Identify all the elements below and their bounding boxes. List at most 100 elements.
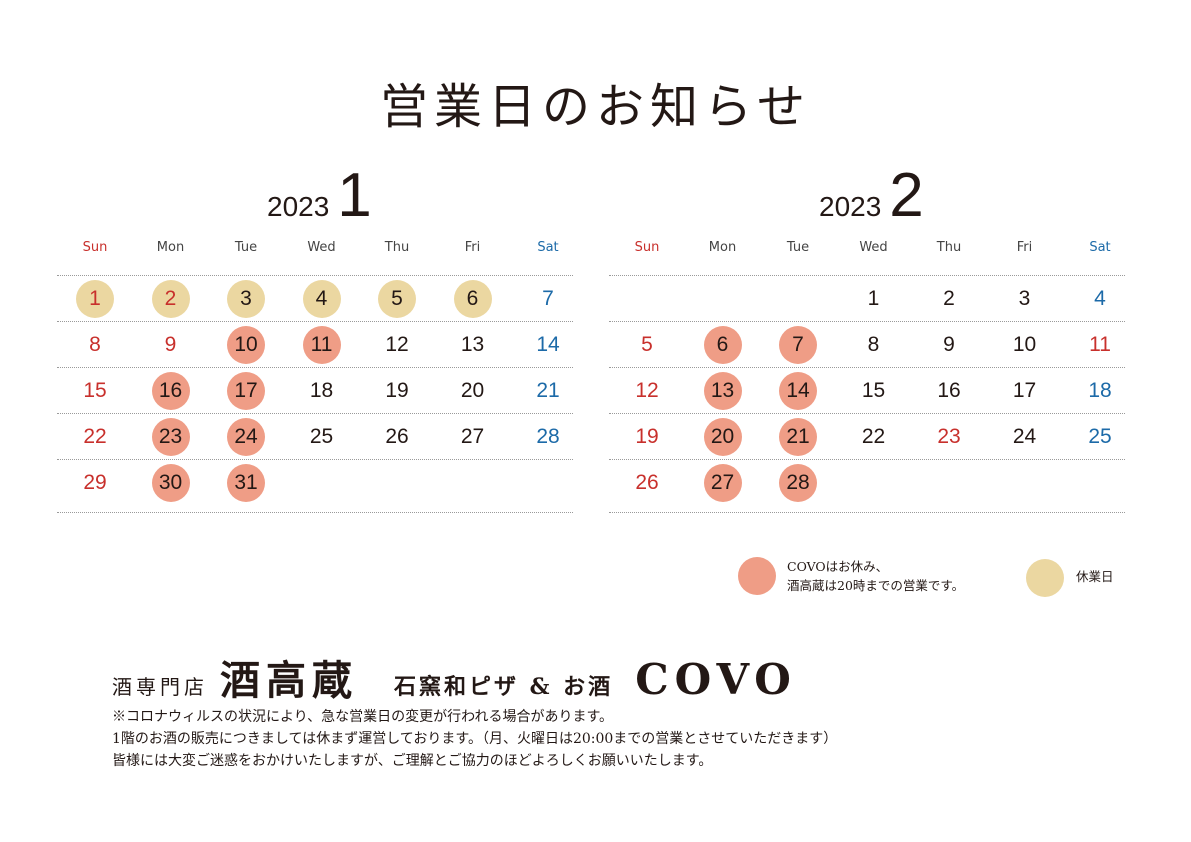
weekday-wed: Wed — [307, 240, 336, 255]
day-cell: 22 — [861, 425, 886, 448]
day-cell-closed: 31 — [227, 464, 265, 502]
month-number: 2 — [889, 161, 924, 230]
week-row: 29 30 31 — [57, 459, 573, 513]
store-type: 酒専門店 — [112, 675, 208, 699]
weekday-mon: Mon — [156, 240, 185, 255]
day-cell: 24 — [1012, 425, 1037, 448]
day-cell: 23 — [937, 425, 961, 448]
day-cell-holiday: 4 — [302, 280, 341, 318]
weekday-fri: Fri — [1016, 240, 1033, 255]
day-cell-closed: 27 — [703, 464, 742, 502]
day-cell-closed: 10 — [227, 326, 265, 364]
notice-line-1: ※コロナウィルスの状況により、急な営業日の変更が行われる場合があります。 — [112, 709, 614, 725]
weekday-tue: Tue — [786, 240, 810, 255]
legend-closed-line1: COVOはお休み、 — [787, 559, 889, 574]
day-cell: 18 — [309, 379, 334, 402]
day-cell: 18 — [1088, 379, 1112, 402]
week-row: 15 16 17 18 19 20 21 — [57, 367, 573, 413]
calendar-grid: 1 2 3 4 5 6 7 8 9 10 11 12 13 14 15 16 17 18 19 20 21 22 23 24 2… — [57, 275, 573, 513]
shop-names: 酒専門店 酒高蔵 石窯和ピザ & お酒 COVO — [112, 648, 797, 704]
day-cell: 19 — [635, 425, 659, 448]
weekday-sun: Sun — [634, 240, 660, 255]
week-row: 8 9 10 11 12 13 14 — [57, 321, 573, 367]
month-heading: 2023 1 — [267, 160, 372, 230]
store-name: 酒高蔵 — [220, 657, 358, 704]
weekday-header: Sun Mon Tue Wed Thu Fri Sat — [57, 240, 573, 260]
week-row: 12 13 14 15 16 17 18 — [609, 367, 1125, 413]
page-title: 営業日のお知らせ — [379, 79, 812, 135]
day-cell-holiday: 1 — [76, 280, 114, 318]
day-cell: 5 — [641, 333, 653, 356]
day-cell: 19 — [385, 379, 409, 402]
day-cell: 27 — [460, 425, 485, 448]
day-cell: 29 — [83, 471, 107, 494]
calendar-grid: 1 2 3 4 5 6 7 8 9 10 11 12 13 14 15 16 17 18 19 20 21 22 23 24 2… — [609, 275, 1125, 513]
day-cell-closed: 14 — [779, 372, 817, 410]
pizza-label: 石窯和ピザ & お酒 — [394, 674, 614, 700]
weekday-tue: Tue — [234, 240, 258, 255]
week-row: 22 23 24 25 26 27 28 — [57, 413, 573, 459]
day-cell-closed: 16 — [151, 372, 190, 410]
day-cell: 12 — [635, 379, 659, 402]
legend-holiday-swatch — [1026, 559, 1064, 597]
day-cell-closed: 11 — [302, 326, 341, 364]
day-cell-closed: 17 — [227, 372, 265, 410]
day-cell-closed: 6 — [703, 326, 742, 364]
day-cell: 2 — [943, 287, 955, 310]
day-cell: 25 — [309, 425, 334, 448]
day-cell-closed: 13 — [703, 372, 742, 410]
weekday-sat: Sat — [1089, 240, 1111, 255]
month-number: 1 — [337, 161, 372, 230]
day-cell: 17 — [1012, 379, 1037, 402]
month-heading: 2023 2 — [819, 160, 924, 230]
day-cell-closed: 21 — [779, 418, 817, 456]
week-row: 19 20 21 22 23 24 25 — [609, 413, 1125, 459]
day-cell: 21 — [536, 379, 560, 402]
day-cell: 14 — [536, 333, 560, 356]
day-cell: 16 — [937, 379, 961, 402]
year-label: 2023 — [819, 191, 882, 222]
day-cell: 9 — [164, 333, 177, 356]
day-cell: 9 — [943, 333, 955, 356]
day-cell: 10 — [1012, 333, 1037, 356]
weekday-thu: Thu — [936, 240, 962, 255]
day-cell-closed: 30 — [151, 464, 190, 502]
day-cell: 15 — [83, 379, 107, 402]
day-cell: 26 — [385, 425, 409, 448]
weekday-sun: Sun — [82, 240, 108, 255]
week-row: 1 2 3 4 — [609, 275, 1125, 321]
day-cell: 20 — [460, 379, 485, 402]
day-cell-closed: 20 — [703, 418, 742, 456]
day-cell-closed: 7 — [779, 326, 817, 364]
day-cell: 11 — [1089, 333, 1111, 356]
notice-text: ※コロナウィルスの状況により、急な営業日の変更が行われる場合があります。 1階の… — [112, 706, 837, 772]
weekday-fri: Fri — [464, 240, 481, 255]
day-cell: 3 — [1018, 287, 1031, 310]
day-cell: 26 — [635, 471, 659, 494]
day-cell-holiday: 6 — [453, 280, 492, 318]
legend-closed-line2: 酒高蔵は20時までの営業です。 — [787, 578, 965, 593]
day-cell: 8 — [89, 333, 101, 356]
day-cell: 13 — [460, 333, 485, 356]
day-cell-holiday: 2 — [151, 280, 190, 318]
weekday-mon: Mon — [708, 240, 737, 255]
day-cell: 4 — [1094, 287, 1106, 310]
notice-line-3: 皆様には大変ご迷惑をおかけいたしますが、ご理解とご協力のほどよろしくお願いいたし… — [112, 753, 713, 769]
day-cell: 1 — [867, 287, 880, 310]
weekday-sat: Sat — [537, 240, 559, 255]
day-cell: 7 — [542, 287, 554, 310]
weekday-wed: Wed — [859, 240, 888, 255]
brand-logo: COVO — [635, 655, 797, 704]
day-cell: 25 — [1088, 425, 1112, 448]
day-cell: 22 — [83, 425, 107, 448]
day-cell: 8 — [867, 333, 880, 356]
week-row: 5 6 7 8 9 10 11 — [609, 321, 1125, 367]
day-cell-holiday: 5 — [378, 280, 416, 318]
weekday-header: Sun Mon Tue Wed Thu Fri Sat — [609, 240, 1125, 260]
day-cell-holiday: 3 — [227, 280, 265, 318]
day-cell-closed: 23 — [151, 418, 190, 456]
day-cell: 15 — [861, 379, 886, 402]
legend-closed-swatch — [738, 557, 776, 595]
week-row: 26 27 28 — [609, 459, 1125, 513]
